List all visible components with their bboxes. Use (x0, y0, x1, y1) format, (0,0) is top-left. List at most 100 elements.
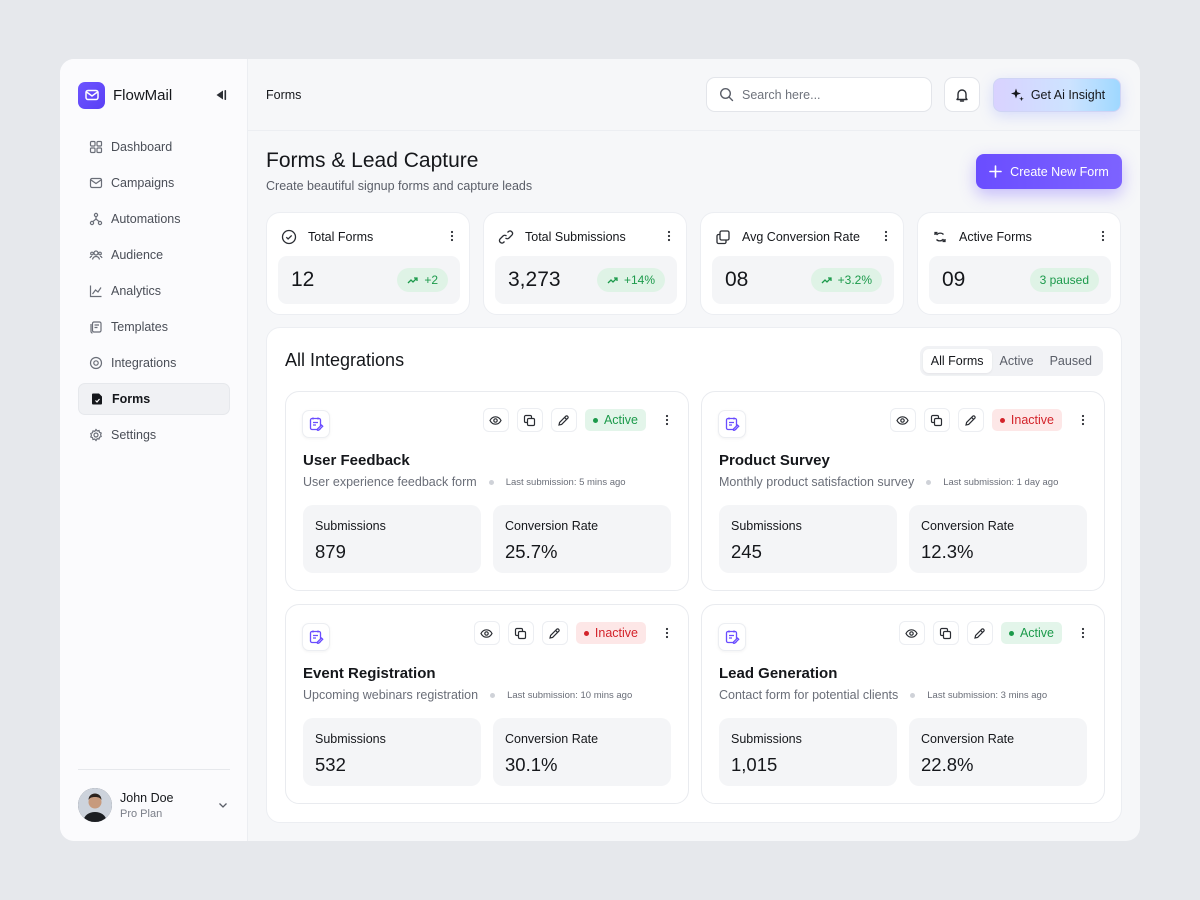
more-vertical-icon[interactable] (1096, 229, 1110, 243)
sidebar-item-label: Settings (111, 428, 157, 442)
plus-icon (989, 165, 1002, 178)
stat-badge: 3 paused (1029, 268, 1099, 292)
edit-button[interactable] (541, 621, 568, 645)
ai-insight-label: Get Ai Insight (1030, 88, 1106, 102)
last-submission: Last submission: 1 day ago (943, 476, 1059, 488)
duplicate-button[interactable] (516, 408, 543, 432)
users-icon (89, 250, 103, 260)
trend-up-icon (407, 276, 418, 283)
more-vertical-icon[interactable] (662, 229, 676, 243)
create-new-form-button[interactable]: Create New Form (976, 154, 1122, 189)
form-edit-icon (302, 623, 330, 651)
last-submission: Last submission: 3 mins ago (927, 689, 1048, 701)
edit-button[interactable] (957, 408, 984, 432)
stats-row: Total Forms 12 +2 Total Submissions (266, 212, 1122, 315)
metric-submissions: Submissions 532 (303, 718, 481, 786)
sparkle-icon (1010, 88, 1024, 102)
sidebar-item-automations[interactable]: Automations (78, 203, 230, 235)
nodes-icon (89, 212, 103, 226)
form-description: Contact form for potential clients (719, 688, 899, 702)
form-description: User experience feedback form (303, 475, 477, 489)
sidebar-item-analytics[interactable]: Analytics (78, 275, 230, 307)
status-badge: Active (1000, 622, 1062, 644)
collapse-sidebar-icon[interactable] (212, 87, 228, 103)
sidebar-item-label: Forms (112, 392, 151, 406)
view-button[interactable] (898, 621, 925, 645)
stat-badge-text: +14% (623, 273, 655, 287)
status-text: Active (1019, 626, 1054, 640)
pencil-icon (549, 627, 561, 639)
search-input[interactable] (742, 87, 912, 102)
last-submission: Last submission: 10 mins ago (507, 689, 633, 701)
tab-all-forms[interactable]: All Forms (922, 349, 992, 373)
link-icon (498, 230, 514, 244)
sidebar-item-campaigns[interactable]: Campaigns (78, 167, 230, 199)
status-badge: Inactive (575, 622, 646, 644)
form-description: Monthly product satisfaction survey (719, 475, 915, 489)
tab-active[interactable]: Active (999, 354, 1034, 368)
more-vertical-icon[interactable] (445, 229, 459, 243)
sidebar-item-integrations[interactable]: Integrations (78, 347, 230, 379)
view-button[interactable] (482, 408, 509, 432)
more-vertical-icon[interactable] (658, 411, 676, 429)
more-vertical-icon[interactable] (1074, 411, 1092, 429)
integrations-panel: All Integrations All Forms Active Paused… (266, 327, 1122, 823)
sidebar-item-audience[interactable]: Audience (78, 239, 230, 271)
breadcrumb: Forms (266, 88, 302, 102)
search-box[interactable] (706, 77, 932, 112)
user-name: John Doe (120, 790, 174, 805)
duplicate-button[interactable] (932, 621, 959, 645)
view-button[interactable] (889, 408, 916, 432)
form-edit-icon (302, 410, 330, 438)
topbar: Forms Get Ai Insight (248, 59, 1140, 131)
sidebar-item-settings[interactable]: Settings (78, 419, 230, 451)
eye-icon (480, 628, 494, 638)
refresh-icon (934, 231, 946, 243)
status-badge: Inactive (991, 409, 1062, 431)
copy-icon (931, 414, 943, 426)
page-subtitle: Create beautiful signup forms and captur… (266, 179, 533, 193)
view-button[interactable] (473, 621, 500, 645)
ai-insight-button[interactable]: Get Ai Insight (993, 78, 1121, 112)
sidebar-item-label: Audience (111, 248, 164, 262)
notifications-button[interactable] (944, 77, 980, 112)
sidebar-item-label: Analytics (111, 284, 162, 298)
copy-icon (524, 414, 536, 426)
grid-icon (89, 140, 103, 154)
pencil-icon (974, 627, 986, 639)
integrations-title: All Integrations (285, 350, 405, 370)
sidebar-item-templates[interactable]: Templates (78, 311, 230, 343)
sidebar-item-label: Integrations (111, 356, 177, 370)
stat-card-avg-conversion: Avg Conversion Rate 08 +3.2% (700, 212, 904, 315)
form-card: Inactive Product Survey Monthly product … (701, 391, 1105, 591)
sidebar-item-dashboard[interactable]: Dashboard (78, 131, 230, 163)
stat-badge-text: +3.2% (837, 273, 872, 287)
bell-icon (956, 88, 968, 102)
status-text: Inactive (1010, 413, 1054, 427)
sidebar-item-forms[interactable]: Forms (78, 383, 230, 415)
sidebar-item-label: Templates (111, 320, 168, 334)
copy-icon (515, 627, 527, 639)
edit-button[interactable] (966, 621, 993, 645)
chevron-down-icon (219, 803, 227, 808)
more-vertical-icon[interactable] (658, 624, 676, 642)
stat-card-total-forms: Total Forms 12 +2 (266, 212, 470, 315)
eye-icon (489, 415, 503, 425)
create-new-form-label: Create New Form (1010, 164, 1109, 179)
duplicate-button[interactable] (923, 408, 950, 432)
metric-value: 25.7% (505, 541, 558, 562)
more-vertical-icon[interactable] (879, 229, 893, 243)
metric-label: Conversion Rate (505, 519, 599, 533)
mail-icon (89, 177, 103, 189)
avatar (78, 788, 112, 822)
user-menu[interactable]: John Doe Pro Plan (78, 787, 230, 823)
form-title: Product Survey (719, 452, 830, 469)
more-vertical-icon[interactable] (1074, 624, 1092, 642)
stat-label: Avg Conversion Rate (742, 230, 860, 244)
brand-name: FlowMail (113, 86, 173, 104)
stat-badge-text: +2 (424, 273, 438, 287)
duplicate-button[interactable] (507, 621, 534, 645)
stat-value: 3,273 (508, 268, 561, 291)
tab-paused[interactable]: Paused (1049, 354, 1092, 368)
edit-button[interactable] (550, 408, 577, 432)
